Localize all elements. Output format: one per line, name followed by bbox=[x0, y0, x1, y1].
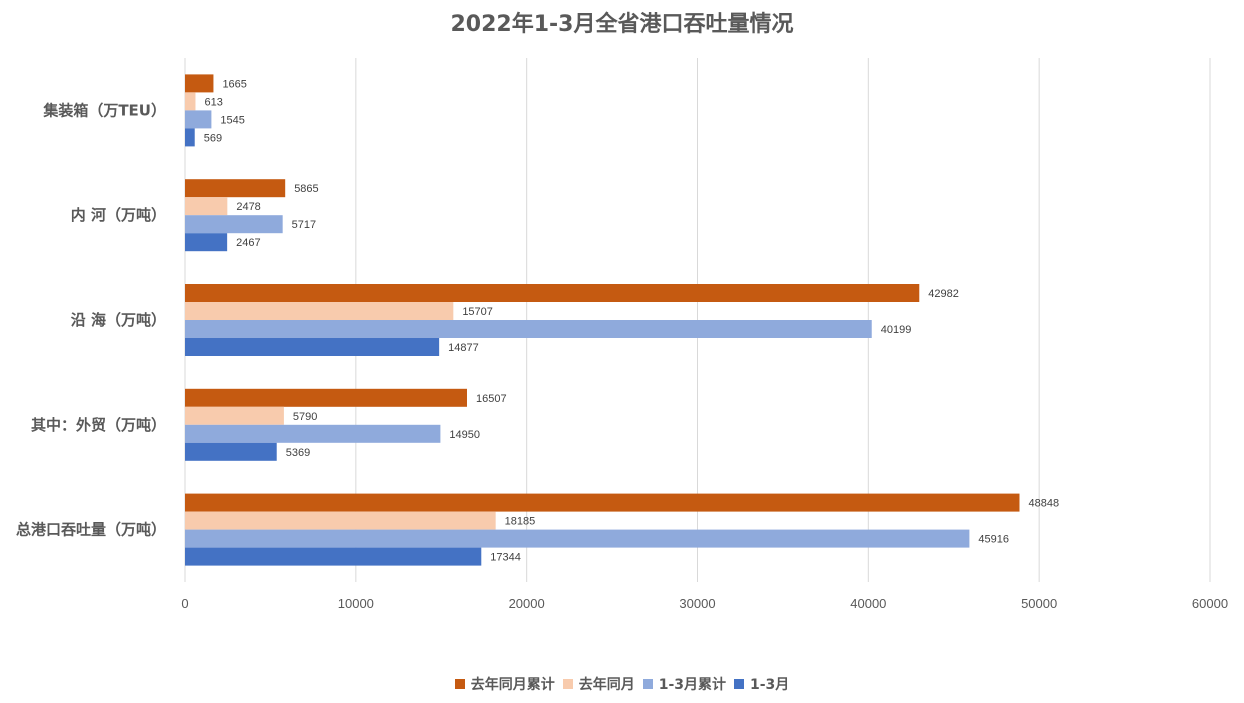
x-tick-label: 50000 bbox=[1021, 596, 1057, 611]
data-label: 48848 bbox=[1028, 498, 1059, 510]
bar bbox=[185, 74, 214, 93]
bar bbox=[185, 547, 482, 566]
legend: 去年同月累计 去年同月 1-3月累计 1-3月 bbox=[0, 674, 1244, 694]
category-label: 沿 海（万吨） bbox=[71, 311, 166, 329]
data-label: 42982 bbox=[928, 288, 959, 300]
bar bbox=[185, 179, 286, 198]
bar bbox=[185, 110, 212, 129]
x-tick-label: 40000 bbox=[850, 596, 886, 611]
x-tick-label: 20000 bbox=[509, 596, 545, 611]
data-label: 14877 bbox=[448, 342, 479, 354]
data-label: 613 bbox=[204, 96, 222, 108]
x-tick-label: 10000 bbox=[338, 596, 374, 611]
bar bbox=[185, 511, 496, 530]
bar bbox=[185, 529, 970, 548]
legend-swatch bbox=[562, 679, 573, 689]
data-label: 14950 bbox=[449, 429, 480, 441]
legend-swatch bbox=[734, 679, 744, 689]
bar bbox=[185, 197, 228, 216]
x-tick-label: 60000 bbox=[1192, 596, 1228, 611]
bar bbox=[185, 128, 195, 147]
data-label: 17344 bbox=[490, 552, 521, 564]
bar bbox=[185, 493, 1020, 512]
data-label: 1545 bbox=[220, 114, 244, 126]
data-label: 15707 bbox=[462, 306, 493, 318]
data-label: 5369 bbox=[286, 447, 310, 459]
legend-label: 1-3月累计 bbox=[658, 677, 726, 693]
category-label: 内 河（万吨） bbox=[71, 206, 166, 224]
bar bbox=[185, 320, 872, 338]
bar bbox=[185, 424, 441, 443]
legend-swatch bbox=[454, 679, 465, 689]
data-label: 2467 bbox=[236, 237, 260, 249]
bar bbox=[185, 215, 283, 234]
data-label: 40199 bbox=[881, 324, 912, 336]
category-labels: 集装箱（万TEU） 内 河（万吨） 沿 海（万吨） 其中：外贸（万吨） 总港口吞吐量（万… bbox=[16, 101, 166, 538]
bar bbox=[185, 92, 196, 111]
data-label: 5717 bbox=[292, 219, 316, 231]
legend-item: 1-3月 bbox=[734, 674, 789, 694]
legend-item: 去年同月累计 bbox=[454, 674, 555, 694]
chart-title: 2022年1-3月全省港口吞吐量情况 bbox=[450, 12, 794, 37]
bar bbox=[185, 338, 440, 356]
bars bbox=[185, 74, 1020, 566]
bar bbox=[185, 233, 228, 252]
category-label: 总港口吞吐量（万吨） bbox=[16, 521, 166, 539]
data-label: 1665 bbox=[222, 78, 246, 90]
data-label: 45916 bbox=[978, 534, 1009, 546]
legend-swatch bbox=[642, 679, 653, 689]
legend-label: 去年同月 bbox=[578, 677, 635, 693]
data-label: 18185 bbox=[505, 516, 536, 528]
data-label: 569 bbox=[204, 132, 222, 144]
data-label: 2478 bbox=[236, 201, 260, 213]
data-label: 5865 bbox=[294, 183, 318, 195]
legend-item: 去年同月 bbox=[562, 674, 635, 694]
bar bbox=[185, 388, 467, 407]
data-label: 5790 bbox=[293, 411, 317, 423]
category-label: 集装箱（万TEU） bbox=[42, 101, 166, 119]
bar bbox=[185, 442, 277, 461]
data-label: 16507 bbox=[476, 393, 507, 405]
bar bbox=[185, 406, 284, 425]
x-axis-ticks: 0 10000 20000 30000 40000 50000 60000 bbox=[181, 596, 1228, 611]
legend-label: 去年同月累计 bbox=[470, 677, 555, 693]
x-tick-label: 0 bbox=[181, 596, 188, 611]
bar bbox=[185, 302, 454, 320]
category-label: 其中：外贸（万吨） bbox=[31, 416, 166, 434]
legend-item: 1-3月累计 bbox=[642, 674, 726, 694]
x-tick-label: 30000 bbox=[679, 596, 715, 611]
bar bbox=[185, 284, 920, 302]
legend-label: 1-3月 bbox=[750, 677, 790, 693]
